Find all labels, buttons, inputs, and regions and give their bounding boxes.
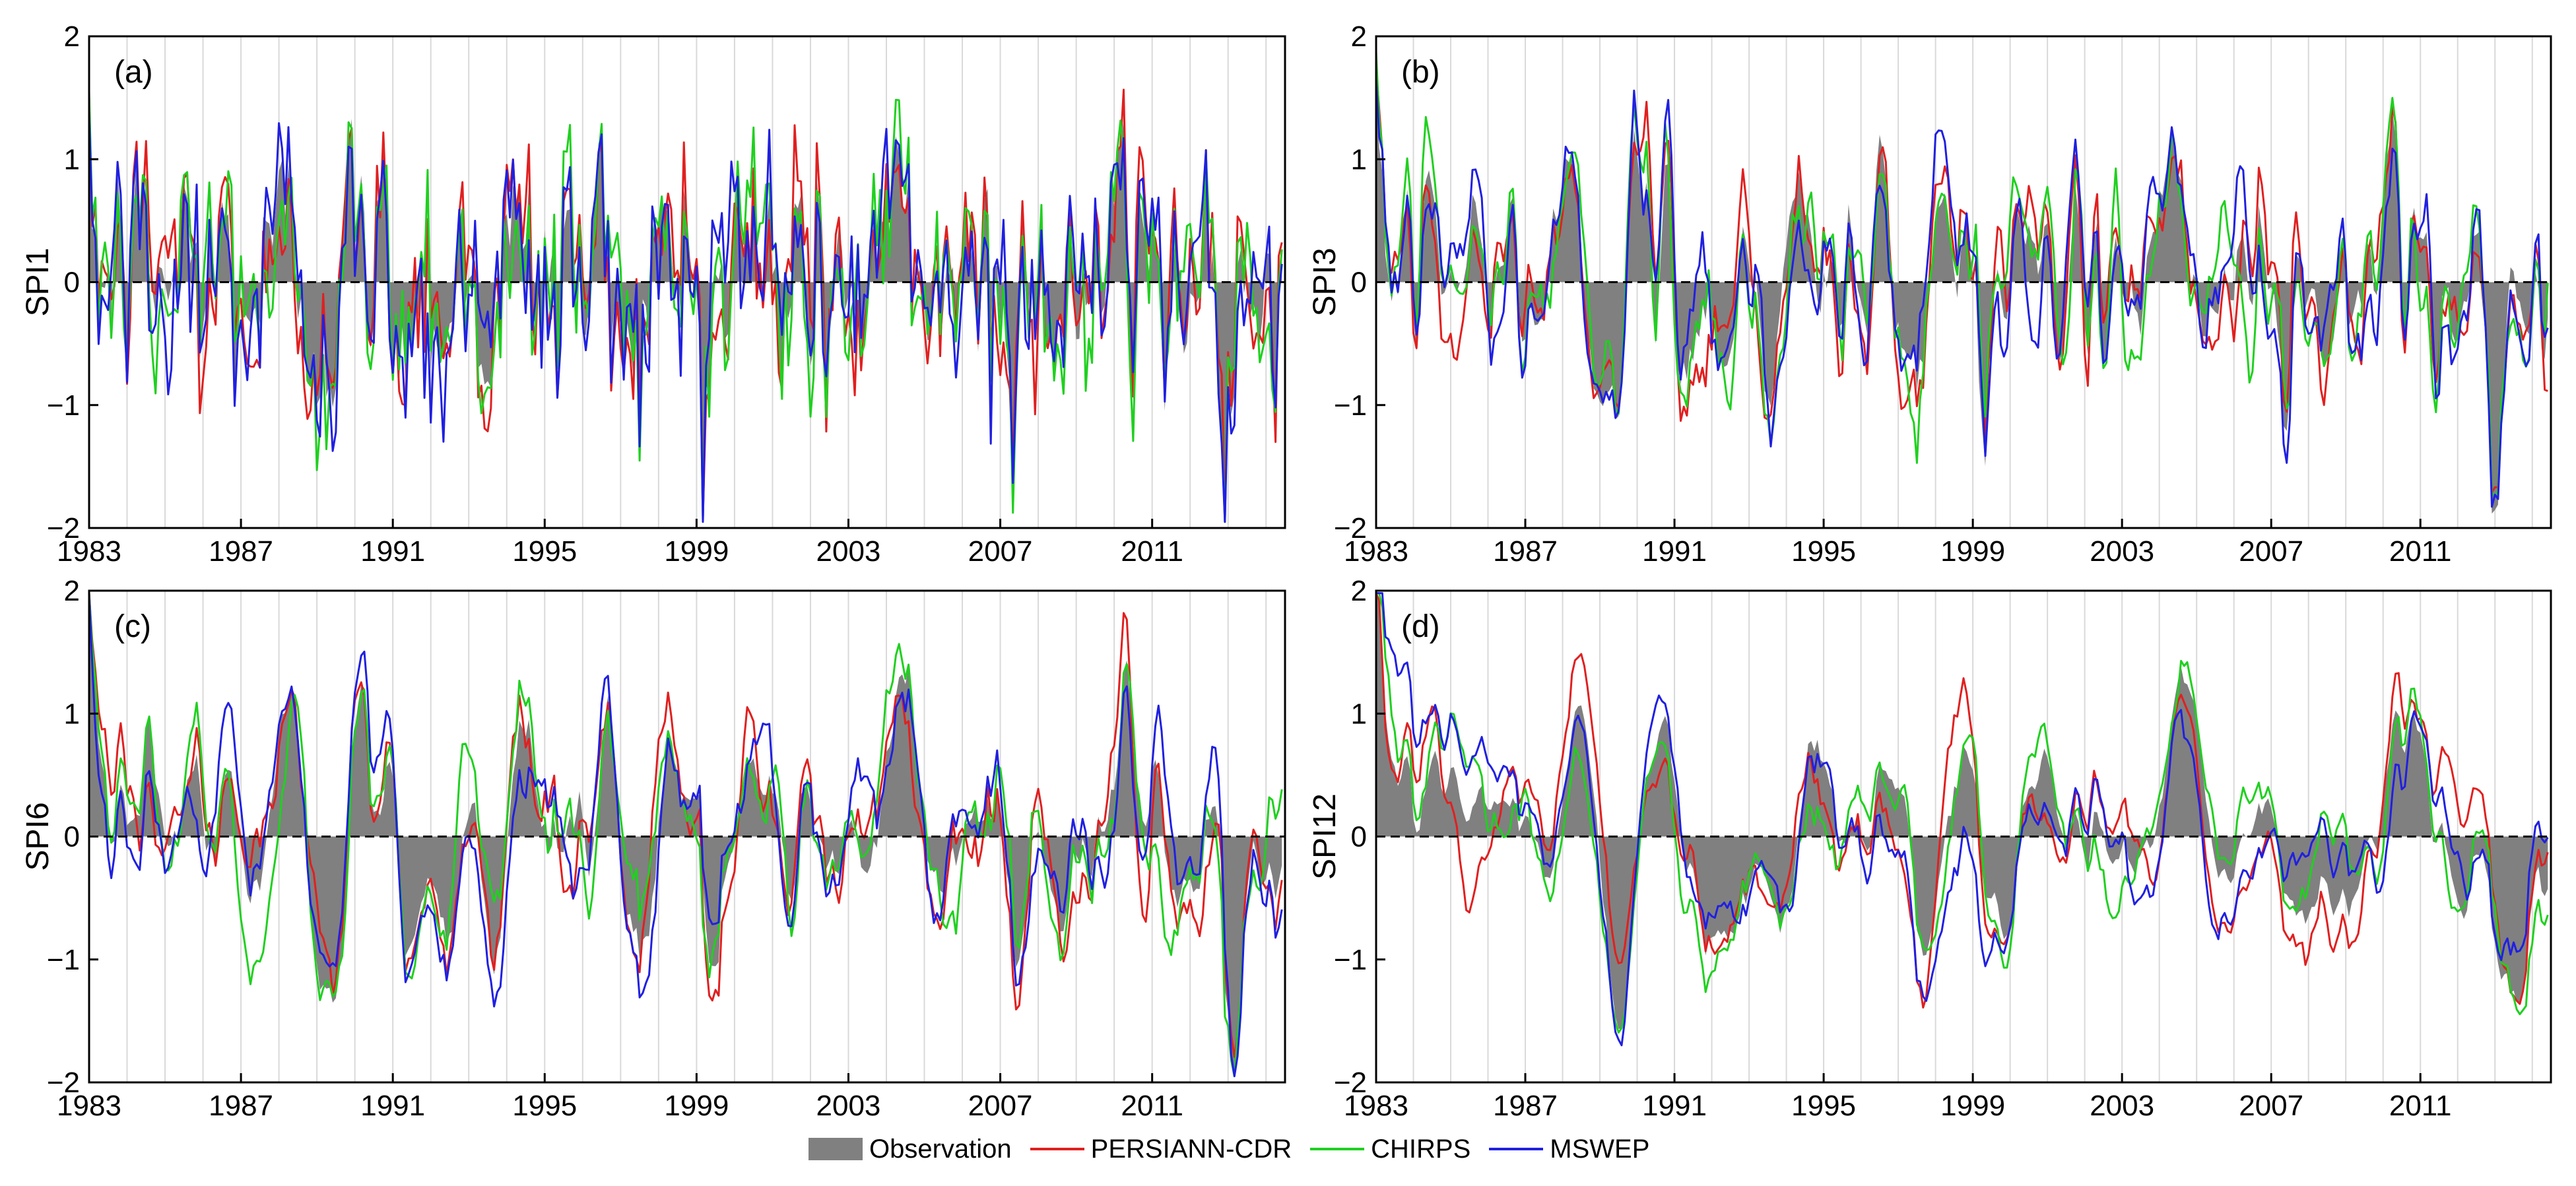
- x-tick-label: 2007: [968, 1090, 1033, 1122]
- x-tick-label: 1995: [1791, 1090, 1856, 1122]
- y-tick-label: −1: [1334, 389, 1367, 422]
- legend-item-chirps: CHIRPS: [1310, 1135, 1470, 1164]
- x-tick-label: 1983: [1344, 1090, 1408, 1122]
- y-tick-label: −2: [1334, 1067, 1367, 1099]
- x-tick-label: 1999: [1940, 535, 2005, 568]
- legend-label-mswep: MSWEP: [1550, 1134, 1650, 1164]
- y-tick-label: 2: [1351, 575, 1367, 607]
- x-tick-label: 1999: [664, 1090, 729, 1122]
- series-mswep-line: [1376, 592, 2549, 1047]
- x-tick-label: 1991: [360, 535, 425, 568]
- legend-swatch-mswep: [1489, 1148, 1544, 1150]
- x-tick-label: 2011: [1121, 1090, 1183, 1122]
- y-tick-label: 1: [64, 698, 80, 730]
- y-tick-label: −2: [1334, 512, 1367, 544]
- x-tick-label: 2011: [2389, 535, 2452, 568]
- x-tick-label: 2011: [1121, 535, 1183, 568]
- y-tick-label: −1: [1334, 944, 1367, 976]
- x-tick-label: 1995: [512, 535, 577, 568]
- y-tick-label: 0: [1351, 821, 1367, 853]
- y-tick-label: 2: [64, 20, 80, 53]
- y-tick-label: 1: [1351, 143, 1367, 176]
- x-tick-label: 2003: [816, 1090, 881, 1122]
- x-tick-label: 1987: [1493, 535, 1558, 568]
- x-tick-label: 2007: [2239, 1090, 2303, 1122]
- series-persiann-cdr-line: [1375, 68, 2548, 494]
- x-tick-label: 1991: [360, 1090, 425, 1122]
- series-observation-area: [89, 111, 1282, 522]
- x-tick-label: 1983: [57, 1090, 121, 1122]
- chart-panel-spi3: −2 −1 0 1 2 1983 1987 1991 1995 1999 2003 2007 2011 S…: [1307, 20, 2552, 568]
- y-axis-label: SPI12: [1307, 793, 1342, 880]
- x-tick-label: 1983: [1344, 535, 1408, 568]
- y-axis-label: SPI6: [20, 802, 55, 871]
- x-tick-label: 2003: [2090, 535, 2154, 568]
- legend-item-mswep: MSWEP: [1489, 1135, 1649, 1164]
- x-tick-label: 1987: [1493, 1090, 1558, 1122]
- x-tick-label: 2003: [816, 535, 881, 568]
- x-tick-label: 1995: [512, 1090, 577, 1122]
- series-persiann-cdr-line: [1375, 593, 2549, 1009]
- legend-label-observation: Observation: [869, 1134, 1012, 1164]
- legend-label-persiann: PERSIANN-CDR: [1090, 1134, 1292, 1164]
- y-tick-label: 0: [64, 821, 80, 853]
- y-tick-label: −2: [47, 1067, 80, 1099]
- series-chirps-line: [88, 91, 1283, 523]
- panel-label: (a): [114, 55, 153, 90]
- y-tick-label: −2: [47, 512, 80, 544]
- y-tick-label: 2: [64, 575, 80, 607]
- legend-item-observation: Observation: [809, 1135, 1012, 1164]
- chart-panel-spi6: −2 −1 0 1 2 1983 1987 1991 1995 1999 2003 2007 2011 S…: [20, 575, 1286, 1122]
- y-tick-label: 0: [1351, 267, 1367, 299]
- x-tick-label: 2003: [2090, 1090, 2154, 1122]
- series-observation-area: [1376, 593, 2548, 1029]
- x-tick-label: 1983: [57, 535, 121, 568]
- legend-label-chirps: CHIRPS: [1371, 1134, 1471, 1164]
- series-chirps-line: [1376, 592, 2549, 1034]
- series-chirps-line: [88, 593, 1283, 1078]
- y-axis-label: SPI1: [20, 247, 55, 316]
- x-tick-label: 1991: [1642, 1090, 1707, 1122]
- y-axis-label: SPI3: [1307, 247, 1342, 316]
- y-tick-label: 2: [1351, 20, 1367, 53]
- x-tick-label: 1991: [1642, 535, 1707, 568]
- series-mswep-line: [88, 593, 1283, 1078]
- y-tick-label: 0: [64, 267, 80, 299]
- panel-label: (c): [114, 609, 151, 644]
- legend-item-persiann: PERSIANN-CDR: [1030, 1135, 1292, 1164]
- y-tick-label: 1: [1351, 698, 1367, 730]
- y-tick-label: −1: [47, 944, 80, 976]
- x-tick-label: 1999: [1940, 1090, 2005, 1122]
- y-tick-label: −1: [47, 389, 80, 422]
- chart-panel-spi12: −2 −1 0 1 2 1983 1987 1991 1995 1999 2003 2007 2011 S…: [1307, 575, 2552, 1122]
- x-tick-label: 1987: [209, 535, 273, 568]
- x-tick-label: 1995: [1791, 535, 1856, 568]
- x-tick-label: 1987: [209, 1090, 273, 1122]
- legend-swatch-observation: [809, 1138, 863, 1160]
- panel-label: (b): [1401, 55, 1440, 90]
- series-mswep-line: [88, 111, 1283, 523]
- series-mswep-line: [1375, 78, 2549, 508]
- chart-panel-spi1: −2 −1 0 1 2 1983 1987 1991 1995 1999 2003 2007 2011 S…: [20, 20, 1286, 568]
- legend-swatch-chirps: [1310, 1148, 1365, 1150]
- series-observation-area: [89, 593, 1282, 1076]
- x-tick-label: 2007: [968, 535, 1033, 568]
- legend-swatch-persiann: [1030, 1148, 1084, 1150]
- y-tick-label: 1: [64, 143, 80, 176]
- legend: Observation PERSIANN-CDR CHIRPS MSWEP: [809, 1126, 1649, 1172]
- panel-label: (d): [1401, 609, 1440, 644]
- x-tick-label: 1999: [664, 535, 729, 568]
- x-tick-label: 2007: [2239, 535, 2303, 568]
- x-tick-label: 2011: [2389, 1090, 2452, 1122]
